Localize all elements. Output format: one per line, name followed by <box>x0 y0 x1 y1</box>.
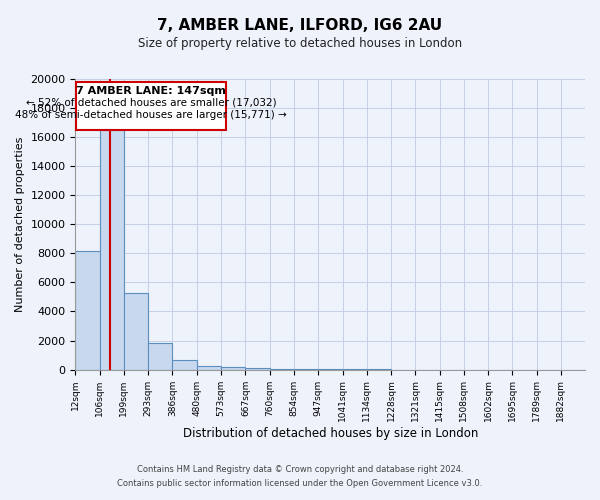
Text: ← 52% of detached houses are smaller (17,032): ← 52% of detached houses are smaller (17… <box>26 98 277 108</box>
Bar <box>197 366 221 370</box>
Bar <box>221 367 245 370</box>
Text: 48% of semi-detached houses are larger (15,771) →: 48% of semi-detached houses are larger (… <box>16 110 287 120</box>
Text: Size of property relative to detached houses in London: Size of property relative to detached ho… <box>138 38 462 51</box>
Bar <box>124 292 148 370</box>
Bar <box>269 369 294 370</box>
Bar <box>100 130 124 370</box>
Bar <box>148 344 172 369</box>
Bar <box>172 360 197 370</box>
Text: 7, AMBER LANE, ILFORD, IG6 2AU: 7, AMBER LANE, ILFORD, IG6 2AU <box>157 18 443 32</box>
Bar <box>245 368 269 370</box>
X-axis label: Distribution of detached houses by size in London: Distribution of detached houses by size … <box>182 427 478 440</box>
Text: 7 AMBER LANE: 147sqm: 7 AMBER LANE: 147sqm <box>76 86 226 96</box>
Text: Contains public sector information licensed under the Open Government Licence v3: Contains public sector information licen… <box>118 478 482 488</box>
Text: Contains HM Land Registry data © Crown copyright and database right 2024.: Contains HM Land Registry data © Crown c… <box>137 465 463 474</box>
Bar <box>76 251 100 370</box>
Y-axis label: Number of detached properties: Number of detached properties <box>15 136 25 312</box>
FancyBboxPatch shape <box>76 82 226 130</box>
